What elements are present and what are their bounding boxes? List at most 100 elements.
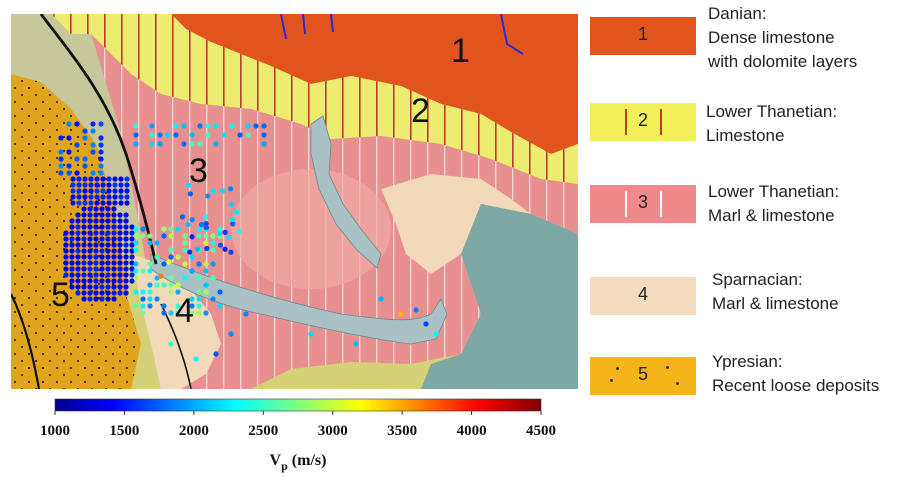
seismic-point <box>129 254 135 260</box>
colorbar-tick-label: 1000 <box>40 423 70 439</box>
colorbar-ticks: 1000 1500 2000 2500 3000 3500 4000 4500 <box>40 411 556 439</box>
satellite-teal-area <box>421 204 578 389</box>
seismic-point <box>105 272 111 278</box>
seismic-point <box>63 266 69 272</box>
seismic-point <box>203 221 209 227</box>
seismic-point <box>168 247 174 253</box>
seismic-point <box>81 230 87 236</box>
seismic-point <box>228 249 234 255</box>
seismic-point <box>111 260 117 266</box>
map-label-1: 1 <box>451 32 470 70</box>
legend-1-title: Danian: <box>708 4 767 23</box>
seismic-point <box>82 176 88 182</box>
seismic-point <box>117 260 123 266</box>
seismic-point <box>90 149 96 155</box>
seismic-point <box>87 212 93 218</box>
seismic-point <box>66 149 72 155</box>
seismic-point <box>253 123 259 129</box>
seismic-point <box>105 260 111 266</box>
seismic-point <box>74 142 80 148</box>
seismic-point <box>133 268 139 274</box>
seismic-point <box>69 272 75 278</box>
seismic-point <box>203 240 209 246</box>
seismic-point <box>111 266 117 272</box>
seismic-point <box>100 188 106 194</box>
legend-swatch-2-number: 2 <box>637 110 648 130</box>
seismic-point <box>133 289 139 295</box>
seismic-point <box>189 254 195 260</box>
seismic-point <box>140 268 146 274</box>
seismic-point <box>216 231 223 237</box>
seismic-point <box>87 278 93 284</box>
legend-2-line-1: Limestone <box>706 126 785 145</box>
legend-swatch-3: 3 <box>590 185 696 223</box>
seismic-point <box>133 132 139 138</box>
seismic-point <box>81 242 87 248</box>
seismic-point <box>123 284 129 290</box>
seismic-point <box>94 200 100 206</box>
seismic-point <box>82 163 88 169</box>
seismic-point <box>87 266 93 272</box>
seismic-point <box>182 261 188 267</box>
seismic-point <box>217 226 223 232</box>
map-label-5: 5 <box>51 276 70 314</box>
seismic-point <box>140 303 146 309</box>
seismic-point <box>189 268 195 274</box>
seismic-point <box>124 176 130 182</box>
seismic-point <box>70 188 76 194</box>
seismic-point <box>154 240 160 246</box>
seismic-point <box>161 310 167 316</box>
seismic-point <box>106 188 112 194</box>
seismic-point <box>66 163 72 169</box>
seismic-point <box>70 194 76 200</box>
seismic-point <box>117 236 123 242</box>
seismic-point <box>105 266 111 272</box>
seismic-point <box>93 206 99 212</box>
seismic-point <box>81 296 87 302</box>
seismic-point <box>173 123 179 129</box>
seismic-point <box>117 290 123 296</box>
seismic-point <box>63 260 69 266</box>
seismic-point <box>182 240 188 246</box>
seismic-point <box>88 188 94 194</box>
seismic-point <box>69 266 75 272</box>
seismic-point <box>87 230 93 236</box>
seismic-point <box>76 182 82 188</box>
seismic-point <box>82 135 88 141</box>
seismic-point <box>81 260 87 266</box>
unit-3-lens <box>231 169 391 289</box>
seismic-point <box>175 282 181 288</box>
seismic-point <box>117 278 123 284</box>
seismic-point <box>175 289 181 295</box>
seismic-point <box>123 254 129 260</box>
seismic-point <box>58 163 64 169</box>
dike-lines <box>280 14 524 55</box>
legend-text-5: Ypresian: Recent loose deposits <box>712 350 879 398</box>
seismic-point <box>230 221 236 227</box>
seismic-point <box>87 290 93 296</box>
seismic-point <box>69 260 75 266</box>
seismic-point <box>117 212 123 218</box>
seismic-point <box>69 248 75 254</box>
seismic-point <box>308 331 314 337</box>
seismic-point <box>66 170 72 176</box>
seismic-point <box>133 303 139 309</box>
seismic-point <box>112 188 118 194</box>
seismic-point <box>98 121 104 127</box>
seismic-point <box>118 194 124 200</box>
seismic-point <box>75 224 81 230</box>
seismic-point <box>81 266 87 272</box>
seismic-point <box>117 272 123 278</box>
seismic-point <box>112 194 118 200</box>
seismic-point <box>99 242 105 248</box>
seismic-point <box>189 132 195 138</box>
seismic-point <box>123 290 129 296</box>
legend-swatch-4-number: 4 <box>637 284 648 304</box>
seismic-point <box>87 242 93 248</box>
seismic-point <box>117 254 123 260</box>
seismic-point <box>161 261 167 267</box>
seismic-point <box>166 259 172 265</box>
seismic-point <box>99 254 105 260</box>
seismic-point <box>154 296 160 302</box>
seismic-point <box>88 182 94 188</box>
